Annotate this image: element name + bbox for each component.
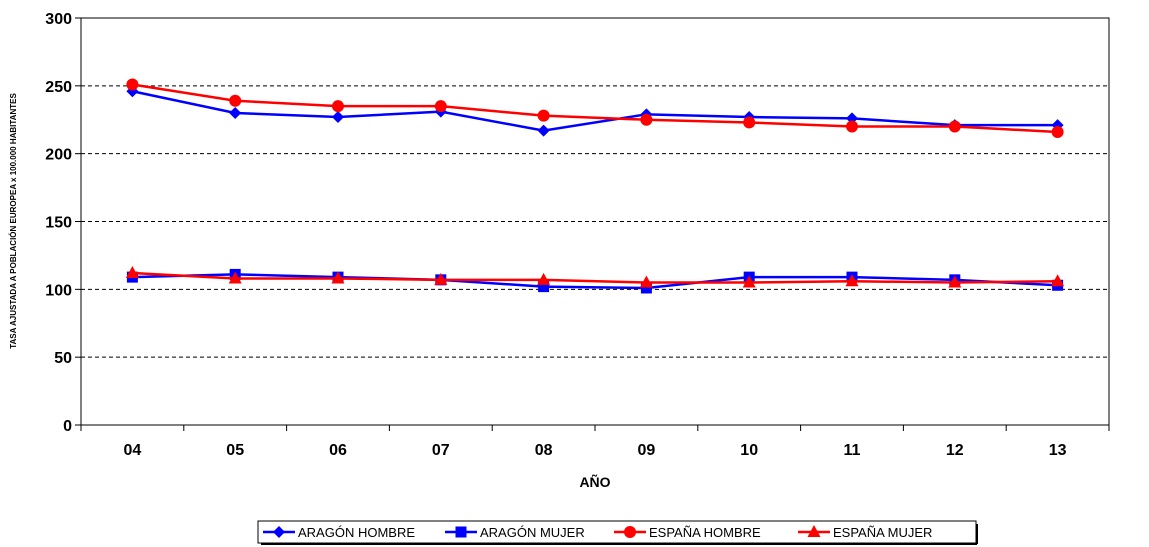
- legend-swatch-marker: [273, 526, 285, 538]
- data-point: [434, 272, 448, 285]
- legend-swatch-marker: [455, 526, 467, 538]
- data-point: [639, 275, 653, 288]
- x-tick-label: 09: [638, 442, 656, 459]
- legend: ARAGÓN HOMBRE ARAGÓN MUJER ESPAÑA HOMBRE ES…: [257, 520, 978, 545]
- data-point: [228, 271, 242, 284]
- y-tick-label: 0: [63, 418, 72, 435]
- legend-label: ARAGÓN MUJER: [480, 525, 585, 540]
- x-tick-label: 12: [946, 442, 964, 459]
- x-tick-label: 04: [124, 442, 142, 459]
- x-tick-label: 13: [1049, 442, 1067, 459]
- series-0: [126, 85, 1064, 137]
- data-point: [125, 266, 139, 279]
- data-point: [640, 113, 653, 126]
- x-tick-label: 06: [329, 442, 347, 459]
- data-point: [332, 111, 344, 124]
- x-tick-label: 07: [432, 442, 450, 459]
- data-point: [331, 271, 345, 284]
- data-point: [434, 100, 447, 113]
- legend-label: ARAGÓN HOMBRE: [298, 525, 415, 540]
- x-axis-title: AÑO: [579, 473, 610, 490]
- data-point: [537, 272, 551, 285]
- y-axis-ticks: 0 50 100 150 200 250 300: [45, 11, 81, 435]
- x-axis-ticks: 04 05 06 07 08 09 10 11 12 13: [80, 425, 1110, 459]
- data-point: [126, 78, 139, 91]
- y-axis-title: TASA AJUSTADA A POBLACIÓN EUROPEA x 100.…: [9, 93, 18, 349]
- x-tick-label: 11: [844, 442, 861, 459]
- data-point: [537, 124, 550, 137]
- x-tick-label: 10: [740, 442, 758, 459]
- legend-label: ESPAÑA MUJER: [833, 525, 932, 540]
- data-point: [846, 120, 858, 133]
- data-point: [537, 109, 550, 122]
- y-tick-label: 100: [45, 282, 72, 299]
- y-tick-label: 200: [45, 147, 72, 164]
- data-point: [229, 94, 242, 107]
- legend-swatch-marker: [624, 526, 636, 538]
- series-line: [132, 90, 1058, 132]
- series-line: [132, 271, 1058, 284]
- legend-label: ESPAÑA HOMBRE: [649, 525, 761, 540]
- data-point: [332, 100, 344, 113]
- data-point: [743, 116, 756, 129]
- data-point: [229, 106, 242, 119]
- series-2: [126, 78, 1064, 138]
- y-tick-label: 250: [45, 79, 72, 96]
- y-tick-label: 150: [45, 215, 72, 232]
- data-point: [640, 282, 652, 294]
- series-line: [132, 273, 1058, 290]
- legend-swatch-marker: [807, 525, 821, 537]
- series-3: [125, 266, 1065, 288]
- data-point: [948, 120, 961, 133]
- x-tick-label: 05: [226, 442, 244, 459]
- data-point: [845, 274, 859, 287]
- data-point: [1051, 125, 1064, 138]
- data-point: [948, 275, 962, 288]
- data-point: [538, 281, 550, 293]
- y-tick-label: 50: [54, 350, 72, 367]
- y-tick-label: 300: [45, 11, 72, 28]
- data-series: [125, 78, 1065, 294]
- series-line: [132, 83, 1058, 134]
- x-tick-label: 08: [535, 442, 553, 459]
- gridlines: [81, 85, 1109, 358]
- data-point: [1051, 274, 1065, 287]
- data-point: [742, 275, 756, 288]
